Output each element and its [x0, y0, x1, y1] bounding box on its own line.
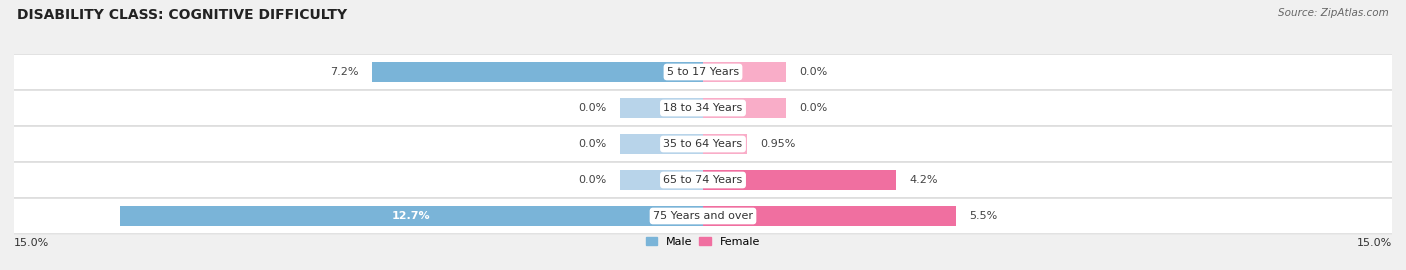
Bar [620, 134, 703, 154]
Bar [620, 170, 703, 190]
Text: 5.5%: 5.5% [969, 211, 998, 221]
Text: 0.95%: 0.95% [761, 139, 796, 149]
Bar [703, 134, 747, 154]
FancyBboxPatch shape [0, 90, 1406, 126]
Text: 18 to 34 Years: 18 to 34 Years [664, 103, 742, 113]
Text: DISABILITY CLASS: COGNITIVE DIFFICULTY: DISABILITY CLASS: COGNITIVE DIFFICULTY [17, 8, 347, 22]
Text: 75 Years and over: 75 Years and over [652, 211, 754, 221]
Text: 4.2%: 4.2% [910, 175, 938, 185]
Text: 0.0%: 0.0% [578, 139, 606, 149]
FancyBboxPatch shape [0, 198, 1406, 234]
Bar [120, 206, 703, 226]
Text: 0.0%: 0.0% [800, 67, 828, 77]
FancyBboxPatch shape [0, 126, 1406, 162]
FancyBboxPatch shape [0, 54, 1406, 90]
Text: 15.0%: 15.0% [14, 238, 49, 248]
Text: 35 to 64 Years: 35 to 64 Years [664, 139, 742, 149]
Bar [620, 98, 703, 118]
Bar [703, 206, 956, 226]
Legend: Male, Female: Male, Female [647, 237, 759, 247]
Text: 7.2%: 7.2% [330, 67, 359, 77]
Text: 5 to 17 Years: 5 to 17 Years [666, 67, 740, 77]
Text: Source: ZipAtlas.com: Source: ZipAtlas.com [1278, 8, 1389, 18]
Text: 15.0%: 15.0% [1357, 238, 1392, 248]
Bar [703, 98, 786, 118]
Text: 0.0%: 0.0% [578, 175, 606, 185]
Bar [373, 62, 703, 82]
Text: 0.0%: 0.0% [800, 103, 828, 113]
Bar [703, 62, 786, 82]
Text: 12.7%: 12.7% [392, 211, 430, 221]
Text: 65 to 74 Years: 65 to 74 Years [664, 175, 742, 185]
FancyBboxPatch shape [0, 162, 1406, 198]
Text: 0.0%: 0.0% [578, 103, 606, 113]
Bar [703, 170, 896, 190]
